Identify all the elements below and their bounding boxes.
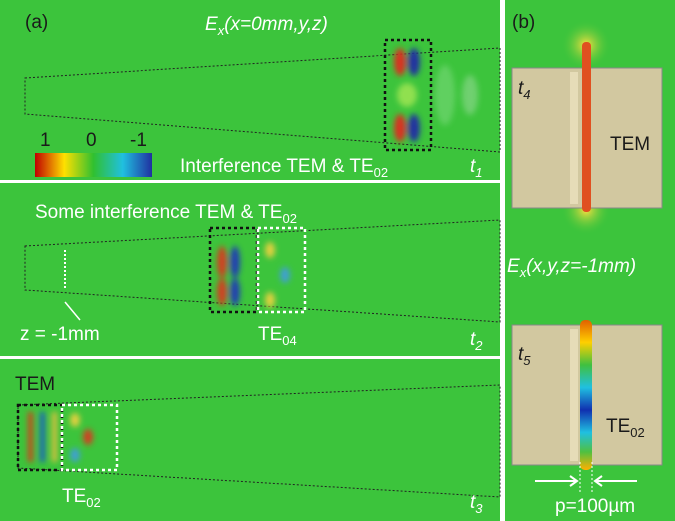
symbol: E	[205, 14, 218, 35]
waveguide	[24, 47, 501, 153]
symbol: t	[518, 78, 524, 99]
caption-text: Interference TEM & TE	[180, 156, 374, 177]
field-bg	[0, 359, 500, 521]
colorbar-label: -1	[130, 130, 147, 151]
symbol: E	[507, 256, 520, 277]
field-pattern	[394, 48, 478, 142]
subscript: 4	[523, 87, 530, 102]
field-label: Ex(x,y,z=-1mm)	[507, 256, 636, 280]
colorbar-label: 0	[86, 130, 97, 151]
position-label: z = -1mm	[20, 324, 100, 345]
subscript: x	[519, 265, 527, 280]
args: (x=0mm,y,z)	[224, 14, 328, 35]
tem-field	[582, 42, 591, 212]
field-pattern	[217, 242, 290, 308]
caption-text: Some interference TEM & TE	[35, 202, 282, 223]
time-label: t2	[470, 329, 483, 353]
mode-label: TEM	[15, 374, 55, 395]
symbol: t	[470, 156, 476, 177]
subscript: 02	[282, 211, 296, 226]
panel-label: (a)	[25, 12, 48, 33]
subscript: 04	[282, 333, 296, 348]
args: (x,y,z=-1mm)	[526, 256, 636, 277]
mode-text: TE	[62, 486, 86, 507]
time-label: t5	[518, 344, 531, 368]
time-label: t3	[470, 492, 483, 516]
leader-line	[64, 301, 81, 321]
subscript: 1	[475, 165, 482, 180]
mode-label: TE04	[258, 324, 297, 348]
caption: Interference TEM & TE02	[180, 156, 388, 180]
subscript: x	[217, 23, 225, 38]
symbol: t	[470, 329, 476, 350]
colorbar-label: 1	[40, 130, 51, 151]
field-label: Ex(x=0mm,y,z)	[205, 14, 328, 38]
waveguide	[24, 219, 501, 323]
field-pattern	[28, 412, 93, 462]
symbol: t	[518, 344, 524, 365]
subscript: 3	[475, 501, 483, 516]
arrow	[535, 475, 579, 487]
symbol: t	[470, 492, 476, 513]
caption: Some interference TEM & TE02	[35, 202, 297, 226]
electrode-edge	[570, 329, 578, 461]
mode-label: TE02	[62, 486, 101, 510]
subscript: 02	[374, 165, 388, 180]
colorbar	[35, 153, 152, 177]
mode-label: TEM	[610, 134, 650, 155]
time-label: t1	[470, 156, 483, 180]
time-label: t4	[518, 78, 531, 102]
subscript: 2	[474, 338, 483, 353]
gap-label: p=100µm	[555, 496, 635, 517]
subscript: 02	[86, 495, 100, 510]
mode-text: TE	[258, 324, 282, 345]
arrow	[593, 475, 637, 487]
te02-field	[580, 320, 592, 470]
subscript: 02	[630, 425, 644, 440]
electrode-edge	[570, 72, 578, 204]
subscript: 5	[523, 353, 531, 368]
mode-text: TE	[606, 416, 630, 437]
panel-label: (b)	[512, 12, 535, 33]
mode-label: TE02	[606, 416, 645, 440]
field-bg	[0, 183, 500, 356]
waveguide	[17, 384, 501, 498]
